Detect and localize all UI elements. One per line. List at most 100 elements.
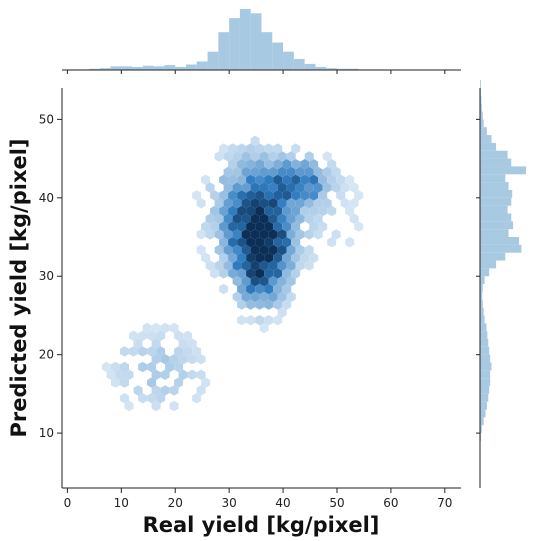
hexbin-cell (228, 190, 238, 201)
hexbin-cell (183, 346, 193, 357)
hexbin-cell (174, 377, 184, 388)
hexbin-cell (196, 369, 206, 380)
hexbin-cell (295, 213, 305, 224)
hexbin-cell (133, 385, 143, 396)
hexbin-cell (232, 166, 242, 178)
hexbin-cell (241, 182, 251, 193)
marginal-y-bar (480, 425, 482, 434)
hexbin-cell (138, 330, 148, 341)
hexbin-cell (286, 198, 296, 209)
hexbin-cell (246, 268, 256, 279)
hexbin-cell (304, 182, 314, 193)
marginal-y-bar (480, 237, 520, 245)
hexbin-cell (133, 338, 143, 349)
hexbin-cell (295, 166, 305, 178)
hexbin-cell (219, 252, 229, 263)
hexbin-cell (250, 229, 260, 240)
hexbin-cell (246, 143, 256, 154)
hexbin-cell (228, 174, 238, 185)
marginal-y-bar (480, 158, 512, 167)
hexbin-cell (327, 159, 337, 170)
hexbin-cell (246, 283, 256, 295)
hexbin-cell (147, 393, 157, 404)
hexbin-cell (250, 244, 260, 256)
hexbin-cell (151, 322, 161, 334)
hexbin-cell (255, 283, 265, 295)
hexbin-cell (264, 159, 274, 170)
hexbin-cell (250, 276, 260, 287)
hexbin-cell (264, 190, 274, 201)
hexbin-cell (273, 190, 283, 201)
hexbin-cell (187, 369, 197, 380)
hexbin-cell (174, 361, 184, 373)
hexbin-cell (219, 221, 229, 232)
hexbin-cell (295, 198, 305, 209)
hexbin-cell (205, 213, 215, 224)
hexbin-cell (264, 221, 274, 232)
hexbin-cell (349, 182, 359, 193)
hexbin-cell (259, 322, 269, 334)
hexbin-cell (124, 400, 134, 412)
marginal-x-bar (132, 66, 143, 70)
marginal-y-bar (480, 338, 489, 347)
hexbin-cell (259, 244, 269, 256)
hexbin-cell (255, 237, 265, 248)
hexbin-cell (156, 330, 166, 341)
marginal-y-bar (480, 386, 490, 394)
marginal-y-bar (480, 213, 512, 222)
marginal-y-bar (480, 323, 487, 332)
hexbin-cell (268, 213, 278, 224)
hexbin-cell (318, 221, 328, 232)
hexbin-cell (138, 361, 148, 373)
marginal-y-bar (480, 346, 490, 355)
x-tick-label: 30 (222, 496, 237, 510)
marginal-y-bar (480, 95, 482, 104)
hexbin-cell (169, 385, 179, 396)
x-tick-label: 20 (168, 496, 183, 510)
hexbin-cell (210, 205, 220, 217)
hexbin-cell (178, 338, 188, 349)
hexbin-cell (345, 205, 355, 217)
hexbin-cell (277, 198, 287, 209)
y-tick-label: 30 (39, 269, 54, 283)
hexbin-cell (196, 229, 206, 240)
hexbin-cell (282, 205, 292, 217)
hexbin-cell (210, 221, 220, 232)
marginal-y-bar (480, 205, 508, 214)
hexbin-cell (246, 315, 256, 326)
hexbin-cell (304, 229, 314, 240)
hexbin-cell (291, 252, 301, 263)
hexbin-cell (138, 346, 148, 357)
hexbin-cell (219, 174, 229, 185)
hexbin-cell (250, 198, 260, 209)
hexbin-cell (237, 315, 247, 326)
hexbin-cell (304, 260, 314, 271)
hexbin-cell (286, 213, 296, 224)
hexbin-cell (246, 190, 256, 201)
marginal-y-bar (480, 197, 512, 206)
hexbin-cell (151, 354, 161, 365)
hexbin-cell (291, 237, 301, 248)
hexbin-cell (277, 244, 287, 256)
hexbin-cell (232, 260, 242, 271)
hexbin-cell (210, 268, 220, 279)
hexbin-cell (300, 159, 310, 170)
hexbin-cell (147, 361, 157, 373)
hexbin-cell (214, 260, 224, 271)
hexbin-cell (268, 198, 278, 209)
hexbin-cell (246, 252, 256, 263)
hexbin-cell (205, 229, 215, 240)
hexbin-cell (304, 213, 314, 224)
hexbin-cell (219, 237, 229, 248)
hexbin-cell (151, 369, 161, 380)
hexbin-cell (264, 237, 274, 248)
hexbin-cell (282, 174, 292, 185)
hexbin-cell (277, 151, 287, 162)
hexbin-cell (165, 361, 175, 373)
hexbin-cell (264, 174, 274, 185)
hexbin-cell (178, 354, 188, 365)
hexbin-cell (255, 159, 265, 170)
hexbin-cell (232, 198, 242, 209)
hexbin-cell (354, 190, 364, 201)
hexbin-cell (277, 166, 287, 178)
